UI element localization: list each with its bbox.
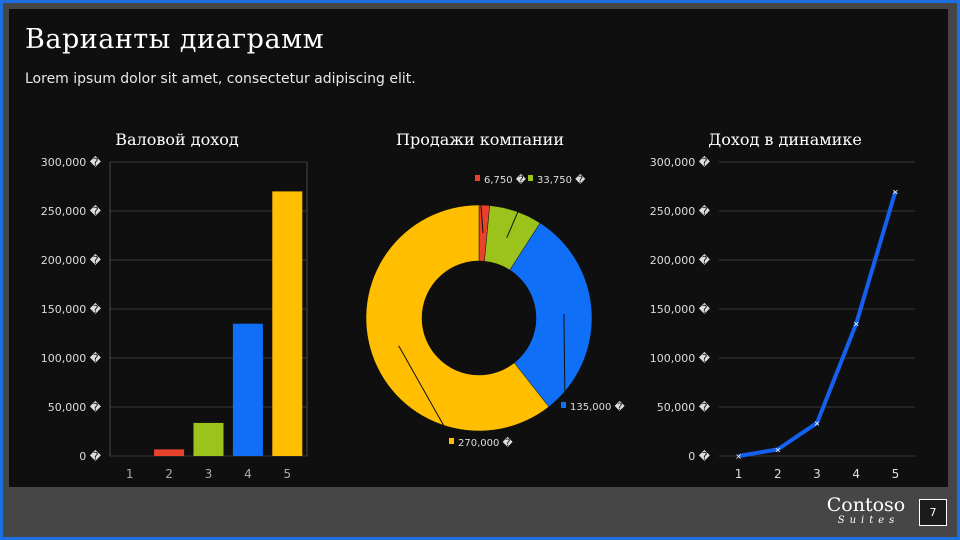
line-chart-title: Доход в динамике [708, 130, 862, 149]
donut-slice [509, 222, 593, 408]
line-xtick-label: 5 [892, 467, 900, 481]
logo-main-text: Contoso [826, 494, 906, 516]
bar-chart: 0 �50,000 �100,000 �150,000 �200,000 �25… [41, 156, 308, 481]
bar-xtick-label: 4 [244, 467, 252, 481]
line-point-marker: × [735, 452, 742, 461]
donut-leader-line [478, 178, 484, 234]
bar [193, 422, 224, 456]
bar-ytick-label: 150,000 � [41, 303, 102, 316]
contoso-logo: Contoso Suites [826, 495, 906, 527]
donut-label-key [528, 175, 533, 181]
bar-ytick-label: 300,000 � [41, 156, 102, 169]
line-xtick-label: 1 [735, 467, 743, 481]
line-point-marker: × [892, 187, 899, 196]
slide-subtitle: Lorem ipsum dolor sit amet, consectetur … [25, 71, 416, 87]
bar-xtick-label: 5 [283, 467, 291, 481]
line-ytick-label: 200,000 � [650, 254, 711, 267]
bar-xtick-label: 3 [205, 467, 213, 481]
bar-ytick-label: 200,000 � [41, 254, 102, 267]
donut-chart-title: Продажи компании [396, 130, 564, 149]
donut-data-label: 6,750 � [484, 173, 527, 186]
line-point-marker: × [814, 419, 821, 428]
line-chart: 0 �50,000 �100,000 �150,000 �200,000 �25… [650, 156, 915, 481]
line-ytick-label: 300,000 � [650, 156, 711, 169]
line-ytick-label: 0 � [688, 450, 710, 463]
donut-leader-line [563, 313, 566, 407]
bar [272, 191, 303, 456]
donut-label-key [561, 402, 566, 408]
line-ytick-label: 150,000 � [650, 303, 711, 316]
donut-data-label: 135,000 � [570, 400, 626, 413]
bar-ytick-label: 100,000 � [41, 352, 102, 365]
line-xtick-label: 2 [774, 467, 782, 481]
line-series [738, 190, 898, 458]
line-ytick-label: 50,000 � [657, 401, 711, 414]
donut-label-key [449, 438, 454, 444]
line-ytick-label: 250,000 � [650, 205, 711, 218]
bar-chart-title: Валовой доход [115, 130, 239, 149]
bar-ytick-label: 250,000 � [41, 205, 102, 218]
donut-leader-line [398, 345, 454, 443]
donut-leader-line [506, 178, 533, 238]
donut-label-key [475, 175, 480, 181]
logo-sub-text: Suites [837, 515, 900, 526]
bar-xtick-label: 1 [126, 467, 134, 481]
line-point-marker: × [774, 445, 781, 454]
page-number: 7 [919, 499, 947, 526]
bar [154, 449, 185, 456]
bar-ytick-label: 50,000 � [48, 401, 102, 414]
donut-data-label: 33,750 � [537, 173, 586, 186]
line-xtick-label: 4 [852, 467, 860, 481]
line-point-marker: × [853, 320, 860, 329]
bar-xtick-label: 2 [165, 467, 173, 481]
bar-ytick-label: 0 � [79, 450, 101, 463]
donut-slice [365, 204, 550, 432]
donut-data-label: 270,000 � [458, 436, 514, 449]
bar [232, 323, 263, 456]
line-xtick-label: 3 [813, 467, 821, 481]
donut-chart: 6,750 � 33,750 � 135,000 � 270,000 � [365, 173, 626, 449]
slide-title: Варианты диаграмм [25, 24, 325, 55]
line-ytick-label: 100,000 � [650, 352, 711, 365]
